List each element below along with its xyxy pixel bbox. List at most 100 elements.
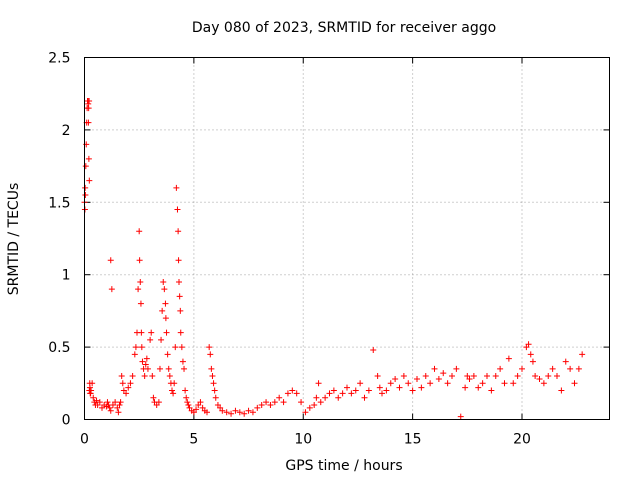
data-point	[344, 384, 350, 391]
data-point	[136, 228, 143, 235]
data-point	[86, 177, 93, 184]
data-point	[96, 399, 103, 406]
data-point	[431, 365, 438, 372]
data-point	[298, 399, 305, 406]
data-point	[143, 355, 150, 362]
data-point	[173, 184, 180, 191]
data-point	[540, 380, 547, 387]
data-point	[280, 399, 287, 406]
data-point	[519, 365, 525, 372]
data-point	[150, 394, 157, 401]
data-point	[510, 380, 517, 387]
data-point	[164, 351, 171, 358]
data-point	[86, 380, 93, 387]
data-point	[497, 365, 504, 372]
data-point	[178, 344, 185, 351]
data-points	[81, 97, 586, 420]
data-point	[129, 373, 136, 380]
data-point	[567, 365, 574, 372]
data-point	[562, 358, 569, 365]
data-point	[527, 351, 534, 358]
data-point	[176, 278, 182, 285]
data-point	[86, 97, 93, 104]
data-point	[374, 373, 381, 380]
data-point	[370, 346, 377, 353]
data-point	[82, 163, 89, 170]
data-point	[400, 373, 407, 380]
data-point	[271, 399, 278, 406]
data-point	[306, 404, 313, 411]
data-point	[82, 192, 89, 199]
data-point	[449, 373, 455, 380]
data-point	[313, 394, 320, 401]
data-point	[162, 300, 169, 307]
x-tick-label: 15	[404, 432, 422, 448]
data-point	[492, 373, 499, 380]
data-point	[160, 278, 167, 285]
data-point	[558, 387, 565, 394]
data-point	[376, 384, 383, 391]
data-point	[163, 329, 170, 336]
data-point	[223, 409, 230, 416]
data-point	[479, 380, 486, 387]
y-tick-label: 2	[62, 123, 71, 139]
data-point	[335, 394, 342, 401]
y-tick-label: 1	[62, 268, 71, 284]
data-point	[549, 365, 556, 372]
x-tick-label: 0	[80, 432, 89, 448]
data-point	[172, 344, 179, 351]
data-point	[462, 384, 469, 391]
data-point	[302, 409, 309, 416]
data-point	[93, 397, 100, 404]
data-point	[159, 307, 166, 314]
data-point	[383, 387, 390, 394]
data-point	[139, 358, 146, 365]
data-point	[147, 336, 154, 343]
data-point	[161, 286, 168, 293]
data-point	[142, 361, 149, 368]
data-point	[182, 387, 189, 394]
data-point	[339, 390, 346, 397]
data-point	[85, 119, 92, 126]
data-point	[470, 373, 477, 380]
data-point	[422, 373, 429, 380]
data-point	[276, 394, 283, 401]
data-point	[254, 404, 261, 411]
data-point	[440, 370, 447, 377]
data-point	[212, 394, 219, 401]
data-point	[174, 206, 181, 213]
data-point	[112, 399, 119, 406]
data-point	[184, 399, 191, 406]
data-point	[177, 307, 184, 314]
data-point	[119, 380, 126, 387]
data-point	[156, 365, 163, 372]
data-point	[322, 394, 329, 401]
data-point	[137, 278, 144, 285]
y-tick-label: 1.5	[48, 195, 70, 211]
grid	[84, 57, 610, 420]
data-point	[107, 257, 114, 264]
data-point	[258, 402, 265, 409]
axis-ticks	[84, 57, 610, 420]
data-point	[137, 300, 144, 307]
data-point	[106, 404, 113, 411]
data-point	[135, 286, 142, 293]
data-point	[206, 344, 213, 351]
data-point	[249, 409, 256, 416]
data-point	[183, 394, 190, 401]
data-point	[118, 373, 125, 380]
data-point	[444, 380, 451, 387]
data-point	[575, 365, 582, 372]
data-point	[529, 358, 536, 365]
x-tick-label: 5	[189, 432, 198, 448]
chart-title: Day 080 of 2023, SRMTID for receiver agg…	[192, 20, 496, 36]
data-point	[379, 390, 385, 397]
data-point	[175, 228, 182, 235]
data-point	[514, 373, 521, 380]
data-point	[418, 384, 425, 391]
data-point	[127, 380, 134, 387]
y-tick-label: 2.5	[48, 51, 70, 67]
data-point	[475, 384, 482, 391]
data-point	[330, 387, 337, 394]
